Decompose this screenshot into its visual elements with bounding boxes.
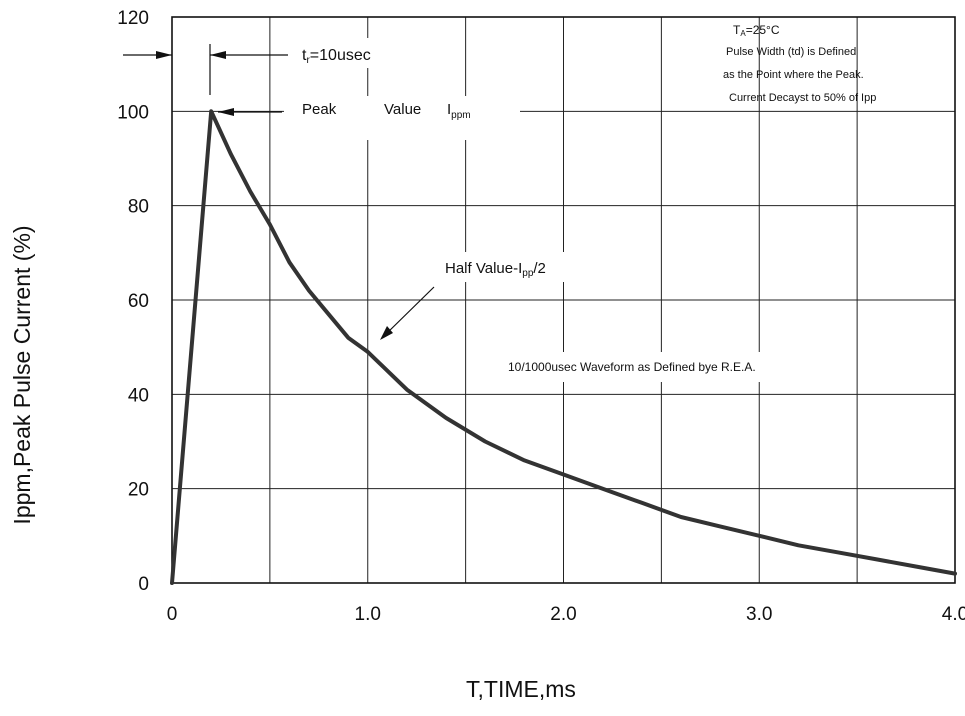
data-point	[210, 110, 212, 112]
data-point	[719, 525, 721, 527]
x-axis-title: T,TIME,ms	[466, 676, 576, 702]
x-tick-label: 4.0	[942, 604, 965, 625]
data-point	[641, 502, 643, 504]
peak-label: Peak	[302, 101, 337, 118]
data-point	[915, 565, 917, 567]
pulse-current-curve	[170, 109, 957, 585]
x-tick-label: 3.0	[746, 604, 772, 625]
y-tick-label: 40	[128, 385, 149, 406]
data-point	[288, 261, 290, 263]
data-point	[680, 516, 682, 518]
data-point	[484, 441, 486, 443]
waveform-annotation: 10/1000usec Waveform as Defined bye R.E.…	[500, 352, 830, 382]
x-tick-label: 1.0	[355, 604, 381, 625]
peak-annotation: Peak Value Ippm	[218, 96, 520, 140]
data-point	[347, 337, 349, 339]
y-tick-label: 20	[128, 480, 149, 501]
x-tick-label: 2.0	[550, 604, 576, 625]
y-tick-label: 60	[128, 291, 149, 312]
y-axis-title: Ippm,Peak Pulse Current (%)	[9, 225, 35, 524]
x-tick-label: 0	[167, 604, 178, 625]
note-line-3: Current Decayst to 50% of Ipp	[729, 92, 876, 104]
data-point	[837, 551, 839, 553]
data-point	[563, 474, 565, 476]
data-point	[367, 351, 369, 353]
data-point	[758, 535, 760, 537]
y-tick-label: 80	[128, 197, 149, 218]
data-point	[954, 573, 956, 575]
ippm-label: Ippm	[447, 101, 471, 121]
half-value-label: Half Value-Ipp/2	[445, 260, 546, 279]
value-label: Value	[384, 101, 421, 118]
rise-time-label: tr=10usec	[302, 47, 371, 66]
grid-layer	[171, 16, 956, 584]
data-point	[523, 459, 525, 461]
data-point	[269, 224, 271, 226]
temperature-label: TA=25°C	[733, 23, 780, 38]
data-point	[171, 582, 173, 584]
data-point	[249, 191, 251, 193]
note-line-2: as the Point where the Peak.	[723, 69, 864, 81]
y-tick-label: 0	[138, 574, 149, 595]
y-tick-label: 100	[117, 102, 149, 123]
tick-label-layer: 0 1.0 2.0 3.0 4.0 0 20 40 60 80 100 120	[117, 8, 965, 625]
data-point	[308, 290, 310, 292]
waveform-label: 10/1000usec Waveform as Defined bye R.E.…	[508, 360, 756, 374]
data-point	[406, 389, 408, 391]
rise-time-annotation: tr=10usec	[123, 38, 398, 95]
y-tick-label: 120	[117, 8, 149, 29]
data-point	[797, 544, 799, 546]
data-point	[445, 417, 447, 419]
conditions-note: TA=25°C Pulse Width (td) is Defined as t…	[723, 23, 876, 104]
plot-frame	[171, 16, 956, 584]
half-value-annotation: Half Value-Ipp/2	[380, 252, 580, 340]
data-point	[602, 488, 604, 490]
data-point	[876, 558, 878, 560]
data-point	[230, 153, 232, 155]
note-line-1: Pulse Width (td) is Defined	[726, 46, 856, 58]
data-point	[328, 313, 330, 315]
